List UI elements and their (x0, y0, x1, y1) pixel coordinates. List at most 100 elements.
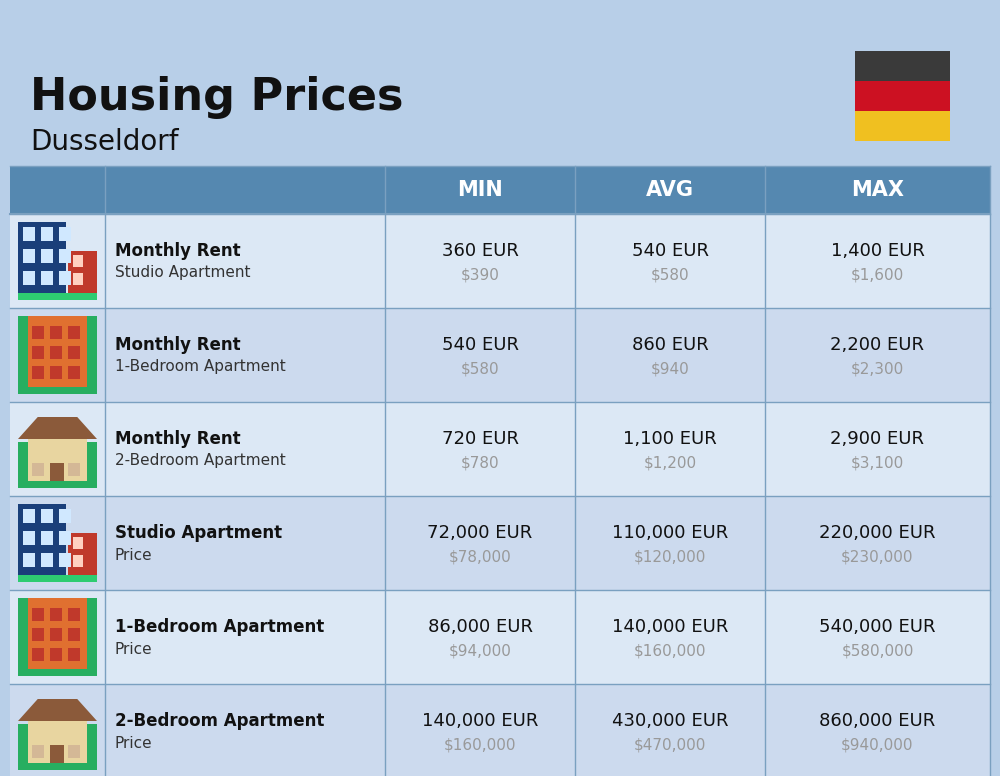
Bar (575, 166, 765, 214)
Bar (73, 255, 83, 267)
Text: $470,000: $470,000 (634, 737, 706, 753)
Bar (23, 553, 35, 567)
Text: 2,900 EUR: 2,900 EUR (830, 430, 924, 448)
Text: MAX: MAX (851, 180, 904, 200)
Text: $160,000: $160,000 (634, 643, 706, 659)
Text: $1,200: $1,200 (643, 456, 697, 470)
Text: 860 EUR: 860 EUR (632, 336, 708, 354)
Bar (105, 166, 385, 214)
Bar (32, 326, 44, 339)
Text: 860,000 EUR: 860,000 EUR (819, 712, 936, 730)
Bar (68, 533, 97, 575)
Bar (50, 628, 62, 641)
Text: 540,000 EUR: 540,000 EUR (819, 618, 936, 636)
Bar (18, 669, 97, 676)
Bar (32, 608, 44, 621)
Bar (10, 402, 990, 496)
Bar (23, 531, 35, 545)
Text: Price: Price (115, 736, 153, 750)
Text: $580,000: $580,000 (841, 643, 914, 659)
Bar (18, 442, 28, 481)
Bar (50, 463, 62, 476)
Bar (41, 509, 53, 523)
Text: $160,000: $160,000 (444, 737, 516, 753)
Bar (68, 463, 80, 476)
Text: Monthly Rent: Monthly Rent (115, 336, 241, 354)
Bar (87, 442, 97, 481)
Bar (50, 326, 62, 339)
Text: 86,000 EUR: 86,000 EUR (428, 618, 532, 636)
Text: $780: $780 (461, 456, 499, 470)
Bar (18, 575, 97, 582)
Bar (73, 537, 83, 549)
Bar (50, 745, 62, 758)
Text: Price: Price (115, 548, 153, 563)
Text: $2,300: $2,300 (851, 362, 904, 376)
Bar (32, 745, 44, 758)
Text: $230,000: $230,000 (841, 549, 914, 564)
Bar (18, 387, 97, 394)
Text: $3,100: $3,100 (851, 456, 904, 470)
Bar (10, 308, 990, 402)
Bar (385, 166, 575, 214)
Bar (23, 509, 35, 523)
Bar (23, 249, 35, 263)
Bar (68, 326, 80, 339)
Bar (68, 628, 80, 641)
Bar (50, 366, 62, 379)
Bar (28, 721, 87, 763)
Bar (68, 608, 80, 621)
Bar (87, 724, 97, 763)
Bar (50, 608, 62, 621)
Bar (41, 531, 53, 545)
Text: $78,000: $78,000 (449, 549, 511, 564)
Text: Studio Apartment: Studio Apartment (115, 265, 250, 280)
Bar (68, 251, 97, 293)
Bar (68, 346, 80, 359)
Bar (59, 249, 71, 263)
Bar (32, 648, 44, 661)
Text: 1,400 EUR: 1,400 EUR (831, 242, 924, 260)
Bar (32, 346, 44, 359)
Text: $120,000: $120,000 (634, 549, 706, 564)
Bar (18, 763, 97, 770)
Text: 540 EUR: 540 EUR (442, 336, 518, 354)
Text: 110,000 EUR: 110,000 EUR (612, 524, 728, 542)
Text: 2,200 EUR: 2,200 EUR (830, 336, 924, 354)
Bar (18, 481, 97, 488)
Bar (41, 249, 53, 263)
Polygon shape (18, 417, 97, 439)
Text: 360 EUR: 360 EUR (442, 242, 518, 260)
Text: 1-Bedroom Apartment: 1-Bedroom Apartment (115, 618, 324, 636)
Text: 1-Bedroom Apartment: 1-Bedroom Apartment (115, 359, 286, 375)
Text: 2-Bedroom Apartment: 2-Bedroom Apartment (115, 453, 286, 469)
Text: AVG: AVG (646, 180, 694, 200)
Bar (59, 271, 71, 285)
Bar (765, 166, 990, 214)
Bar (87, 316, 97, 387)
Text: Monthly Rent: Monthly Rent (115, 430, 241, 448)
Bar (10, 684, 990, 776)
Text: 720 EUR: 720 EUR (442, 430, 518, 448)
Bar (68, 648, 80, 661)
Bar (18, 598, 28, 669)
Text: 220,000 EUR: 220,000 EUR (819, 524, 936, 542)
Bar (28, 316, 87, 387)
Text: $1,600: $1,600 (851, 268, 904, 282)
Text: $390: $390 (461, 268, 499, 282)
Bar (50, 745, 64, 763)
Text: MIN: MIN (457, 180, 503, 200)
Text: Monthly Rent: Monthly Rent (115, 242, 241, 260)
Bar (32, 366, 44, 379)
Bar (10, 214, 990, 308)
Text: Price: Price (115, 642, 153, 656)
Polygon shape (18, 699, 97, 721)
Bar (18, 316, 28, 387)
Bar (32, 463, 44, 476)
Bar (50, 346, 62, 359)
Bar (18, 724, 28, 763)
Text: 1,100 EUR: 1,100 EUR (623, 430, 717, 448)
Text: $580: $580 (651, 268, 689, 282)
Bar (50, 463, 64, 481)
Bar (32, 628, 44, 641)
